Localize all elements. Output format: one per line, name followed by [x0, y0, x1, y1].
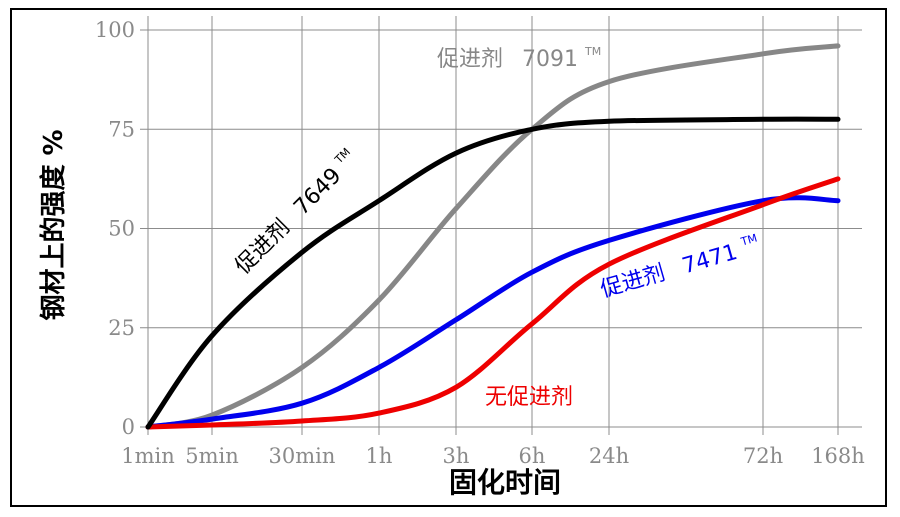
series-label-none: 无促进剂 [485, 385, 573, 410]
svg-text:促进剂 7471 TM: 促进剂 7471 TM [597, 232, 762, 303]
series-label-7471: 促进剂 7471 TM [597, 232, 762, 303]
series-label-7091-main: 促进剂 [437, 47, 503, 72]
y-tick-label: 75 [108, 117, 135, 141]
series-label-7471-tm: TM [739, 232, 759, 249]
series-lines [145, 43, 841, 430]
x-tick-label: 1h [366, 444, 393, 468]
series-label-7091-tm: TM [584, 45, 601, 58]
x-tick-label: 30min [269, 444, 336, 468]
tick-labels: 1min 5min 30min 1h 3h 6h 24h 72h 168h 0 25 50 75 100 [95, 18, 865, 468]
svg-text:促进剂 7091 TM: 促进剂 7091 TM [437, 45, 601, 72]
y-tick-label: 100 [95, 18, 135, 42]
series-line-7649 [145, 116, 841, 430]
series-line-7471 [145, 195, 841, 430]
svg-text:无促进剂: 无促进剂 [485, 385, 573, 410]
x-axis-title: 固化时间 [449, 466, 561, 499]
series-label-7649-tm: TM [332, 145, 353, 166]
series-line-none [145, 176, 841, 430]
y-tick-label: 50 [108, 217, 135, 241]
x-tick-label: 24h [589, 444, 629, 468]
series-line-7091 [145, 43, 841, 430]
x-tick-label: 1min [121, 444, 175, 468]
x-tick-label: 72h [743, 444, 783, 468]
y-axis-title: 钢材上的强度 % [38, 129, 69, 320]
series-label-none-main: 无促进剂 [485, 385, 573, 410]
x-tick-label: 168h [811, 444, 865, 468]
series-label-7649-main: 促进剂 [231, 215, 295, 279]
y-tick-label: 25 [108, 316, 135, 340]
x-tick-label: 5min [185, 444, 239, 468]
series-label-7091: 促进剂 7091 TM [437, 45, 601, 72]
series-label-7091-num: 7091 [522, 47, 578, 72]
series-label-7471-num: 7471 [679, 240, 740, 279]
x-tick-label: 6h [519, 444, 546, 468]
grid [140, 16, 862, 435]
x-tick-label: 3h [443, 444, 470, 468]
y-tick-label: 0 [122, 415, 135, 439]
series-label-7649-num: 7649 [289, 163, 346, 220]
